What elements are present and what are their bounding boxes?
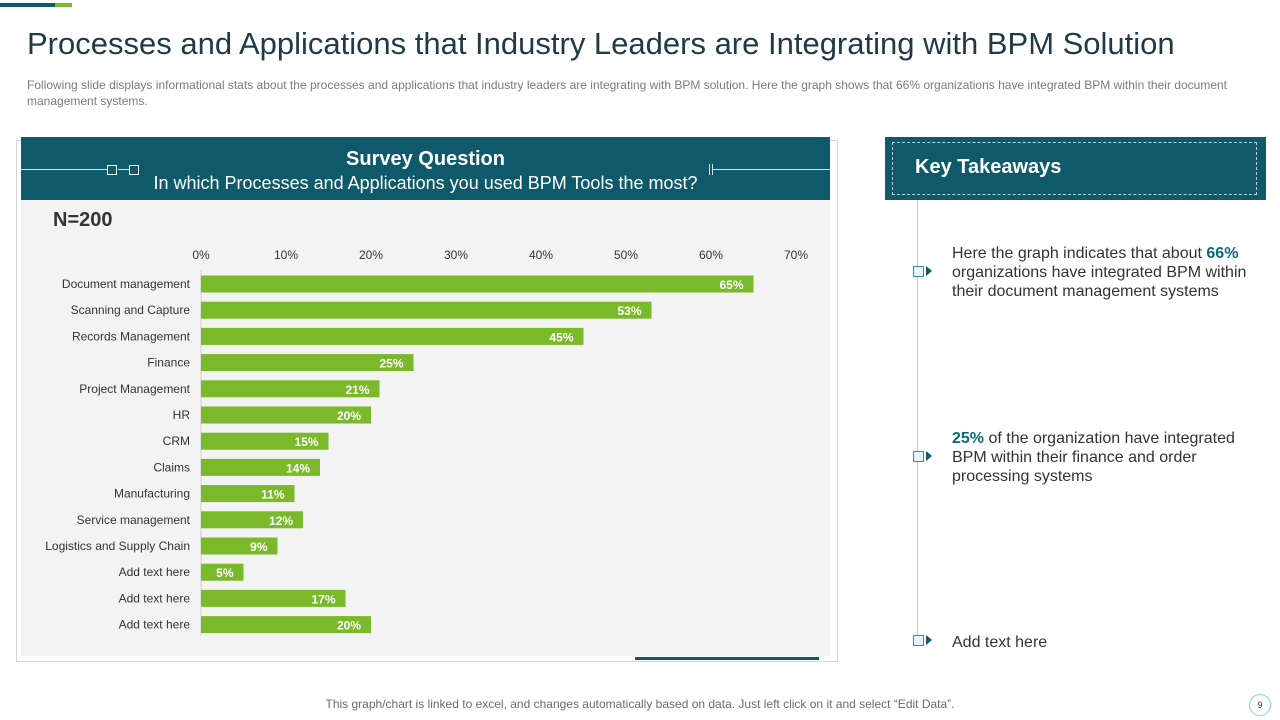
sample-size-label: N=200 [53, 209, 113, 231]
bar-value-label: 17% [311, 592, 335, 606]
takeaway-text: of the organization have integrated BPM … [952, 430, 1235, 485]
key-takeaways-title: Key Takeaways [915, 156, 1062, 178]
category-label: Document management [62, 277, 191, 291]
takeaways-timeline [917, 200, 918, 645]
x-tick-label: 30% [444, 248, 468, 262]
banner-line-link [118, 169, 130, 170]
bar-value-label: 15% [294, 435, 318, 449]
bar-value-label: 9% [250, 540, 268, 554]
bar[interactable] [201, 327, 584, 345]
takeaway-item-1: Here the graph indicates that about 66% … [952, 244, 1252, 301]
survey-banner [21, 137, 830, 200]
takeaway-text: Here the graph indicates that about [952, 245, 1207, 262]
bar[interactable] [201, 563, 244, 581]
bar[interactable] [201, 485, 295, 503]
bar[interactable] [201, 380, 380, 398]
key-takeaways-header [885, 137, 1266, 200]
takeaway-marker-icon [913, 635, 933, 647]
takeaway-marker-icon [913, 266, 933, 278]
bar[interactable] [201, 458, 320, 476]
x-tick-label: 50% [614, 248, 638, 262]
category-label: CRM [163, 434, 190, 448]
banner-square-icon [129, 165, 139, 175]
category-label: Records Management [72, 329, 191, 343]
bar[interactable] [201, 301, 652, 319]
category-label: Add text here [119, 591, 191, 605]
x-tick-label: 60% [699, 248, 723, 262]
bar-value-label: 14% [286, 461, 310, 475]
takeaway-text: organizations have integrated BPM within… [952, 264, 1247, 300]
category-label: Logistics and Supply Chain [45, 539, 190, 553]
banner-square-icon [107, 165, 117, 175]
takeaway-highlight: 66% [1206, 245, 1239, 262]
category-label: HR [173, 408, 191, 422]
category-label: Claims [153, 460, 190, 474]
banner-line-right [712, 169, 830, 170]
bar-value-label: 53% [617, 304, 641, 318]
banner-tick [712, 164, 713, 175]
survey-title: Survey Question [346, 148, 505, 170]
x-tick-label: 20% [359, 248, 383, 262]
bar-value-label: 20% [337, 619, 361, 633]
key-takeaways-dashed-border [892, 142, 1257, 195]
bar-value-label: 20% [337, 409, 361, 423]
banner-tick [709, 164, 710, 175]
banner-line-left [21, 169, 109, 170]
category-label: Manufacturing [114, 487, 190, 501]
category-label: Finance [147, 356, 190, 370]
category-label: Service management [77, 513, 191, 527]
bar-value-label: 11% [261, 488, 285, 502]
page-number: 9 [1249, 694, 1271, 716]
x-tick-label: 0% [192, 248, 210, 262]
bar[interactable] [201, 616, 371, 634]
accent-bar-teal [0, 3, 55, 7]
category-label: Project Management [79, 382, 190, 396]
bar-value-label: 45% [549, 330, 573, 344]
takeaway-item-3: Add text here [952, 633, 1252, 652]
category-label: Scanning and Capture [71, 303, 191, 317]
takeaway-item-2: 25% of the organization have integrated … [952, 429, 1252, 486]
bar-value-label: 5% [216, 566, 234, 580]
x-tick-label: 40% [529, 248, 553, 262]
takeaway-marker-icon [913, 451, 933, 463]
takeaway-text: Add text here [952, 634, 1048, 651]
bar-value-label: 25% [379, 357, 403, 371]
category-label: Add text here [119, 565, 191, 579]
slide-title: Processes and Applications that Industry… [27, 26, 1175, 61]
footnote: This graph/chart is linked to excel, and… [325, 697, 955, 711]
bar-value-label: 65% [719, 278, 743, 292]
bar[interactable] [201, 589, 346, 607]
category-label: Add text here [119, 618, 191, 632]
bar-value-label: 12% [269, 514, 293, 528]
bar[interactable] [201, 432, 329, 450]
x-tick-label: 70% [784, 248, 808, 262]
bar[interactable] [201, 275, 754, 293]
survey-question: In which Processes and Applications you … [153, 173, 698, 193]
chart-footer-line [635, 657, 819, 660]
bar[interactable] [201, 354, 414, 372]
bar[interactable] [201, 537, 278, 555]
bar[interactable] [201, 406, 371, 424]
slide-subtitle: Following slide displays informational s… [27, 78, 1227, 108]
accent-bar-green [55, 3, 72, 7]
bar[interactable] [201, 511, 303, 529]
x-tick-label: 10% [274, 248, 298, 262]
bar-value-label: 21% [345, 383, 369, 397]
takeaway-highlight: 25% [952, 430, 985, 447]
